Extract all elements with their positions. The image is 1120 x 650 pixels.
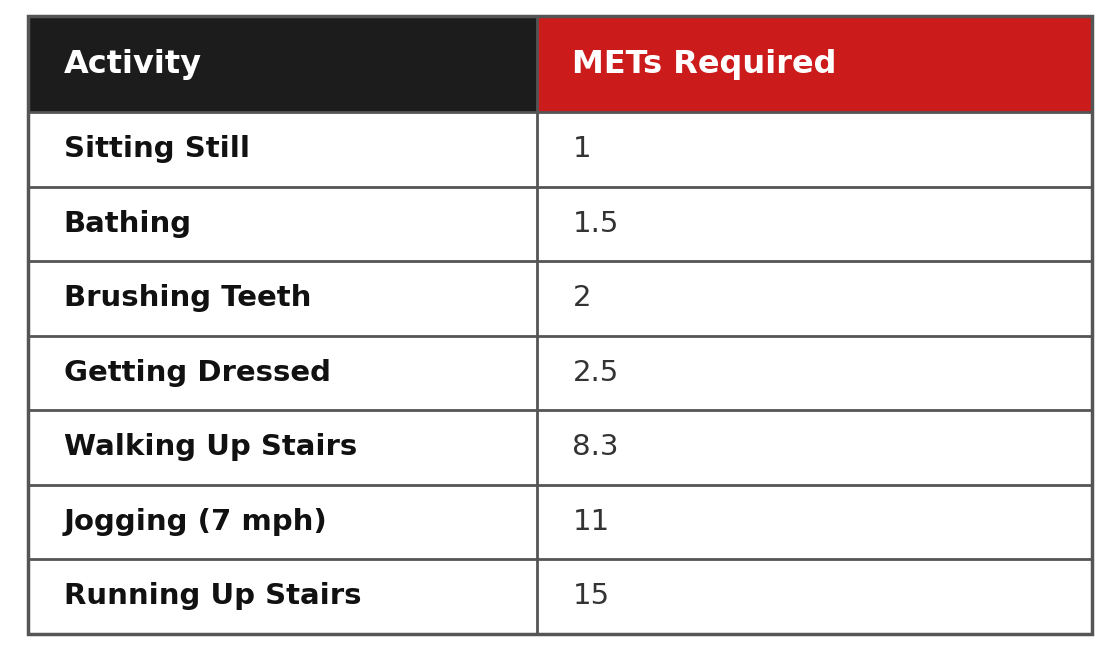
Bar [28, 261, 536, 335]
Text: METs Required: METs Required [572, 49, 837, 79]
Bar [536, 335, 1092, 410]
Bar [536, 112, 1092, 187]
Text: Getting Dressed: Getting Dressed [64, 359, 330, 387]
Text: Jogging (7 mph): Jogging (7 mph) [64, 508, 327, 536]
Bar [536, 485, 1092, 559]
Bar [28, 485, 536, 559]
Bar [28, 335, 536, 410]
Bar [536, 261, 1092, 335]
Text: Walking Up Stairs: Walking Up Stairs [64, 434, 357, 461]
Bar [28, 112, 536, 187]
Bar [536, 410, 1092, 485]
Text: Brushing Teeth: Brushing Teeth [64, 284, 311, 312]
Bar [28, 16, 536, 112]
Bar [536, 559, 1092, 634]
Bar [536, 187, 1092, 261]
Text: 2: 2 [572, 284, 591, 312]
Text: 8.3: 8.3 [572, 434, 619, 461]
Text: Running Up Stairs: Running Up Stairs [64, 582, 362, 610]
Text: Activity: Activity [64, 49, 202, 79]
Bar [28, 410, 536, 485]
Text: 15: 15 [572, 582, 609, 610]
Text: 2.5: 2.5 [572, 359, 618, 387]
Text: 1.5: 1.5 [572, 210, 619, 238]
Bar [28, 559, 536, 634]
Text: Bathing: Bathing [64, 210, 192, 238]
Bar [536, 16, 1092, 112]
Text: 11: 11 [572, 508, 609, 536]
Text: 1: 1 [572, 135, 591, 163]
Text: Sitting Still: Sitting Still [64, 135, 250, 163]
Bar [28, 187, 536, 261]
